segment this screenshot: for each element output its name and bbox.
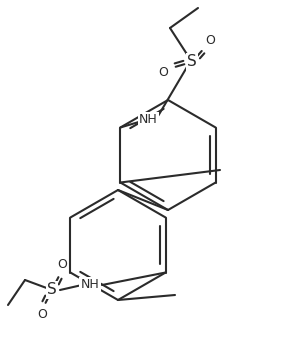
Text: O: O: [205, 33, 215, 46]
Text: O: O: [158, 65, 168, 78]
Text: NH: NH: [81, 278, 99, 291]
Text: NH: NH: [139, 113, 158, 126]
Text: S: S: [187, 54, 197, 69]
Text: S: S: [47, 282, 57, 298]
Text: O: O: [37, 309, 47, 322]
Text: O: O: [57, 258, 67, 272]
